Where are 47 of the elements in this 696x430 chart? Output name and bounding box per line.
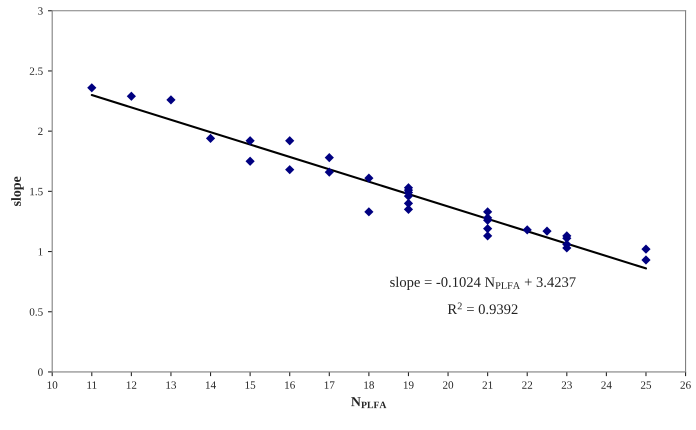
x-tick-label: 15 (246, 381, 256, 389)
point (364, 174, 374, 183)
point (542, 226, 552, 236)
annotation: R$^{2}$ = 0.9392 (448, 302, 518, 314)
y-tick-label: 0 (38, 368, 43, 376)
x-tick-label: 14 (206, 381, 216, 389)
point (324, 153, 334, 162)
x-tick-label: 19 (404, 381, 414, 389)
x-axis-title: N$_{PLFA}$ (351, 397, 386, 408)
x-tick-label: 18 (364, 381, 374, 389)
y-tick-label: 3 (38, 7, 43, 15)
point (404, 204, 414, 214)
x-tick-label: 16 (285, 381, 295, 389)
x-tick-label: 10 (48, 381, 58, 389)
x-tick-label: 12 (126, 381, 136, 389)
x-tick-label: 11 (87, 381, 96, 389)
point (285, 165, 294, 174)
y-tick-label: 1.5 (30, 188, 43, 196)
point (87, 83, 96, 92)
point (641, 255, 651, 265)
point (641, 244, 651, 254)
point (483, 224, 492, 234)
point (126, 92, 136, 101)
point (246, 156, 255, 166)
y-tick-label: 0.5 (30, 308, 43, 316)
point (522, 225, 532, 234)
x-tick-label: 26 (680, 381, 691, 389)
x-tick-label: 22 (522, 381, 532, 389)
point (324, 167, 334, 177)
x-tick-label: 25 (640, 381, 652, 389)
point (166, 95, 176, 104)
y-tick-label: 2 (38, 128, 43, 136)
point (246, 136, 255, 146)
y-tick-label: 2.5 (30, 67, 43, 75)
x-tick-label: 24 (601, 381, 612, 389)
x-tick-label: 21 (482, 381, 493, 389)
y-axis-title: slope (11, 176, 24, 206)
point (364, 207, 374, 216)
x-tick-label: 20 (442, 381, 454, 389)
point (483, 231, 492, 241)
point (285, 136, 294, 146)
x-tick-label: 13 (166, 381, 176, 389)
y-tick-label: 1 (38, 248, 43, 256)
x-tick-label: 17 (324, 381, 335, 389)
point (206, 134, 216, 143)
x-tick-label: 23 (562, 381, 572, 389)
annotation: slope = -0.1024 N$_{PLFA}$ + 3.4237 (390, 276, 576, 290)
